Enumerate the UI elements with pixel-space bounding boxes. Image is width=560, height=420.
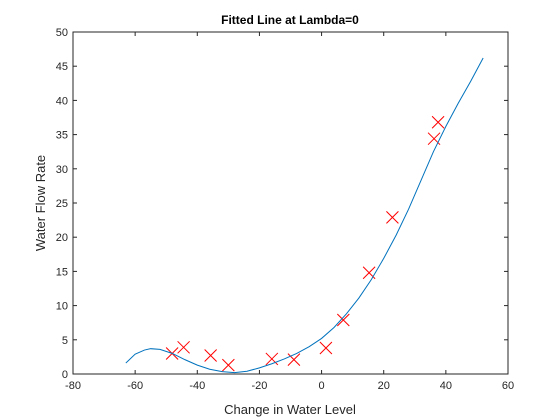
data-point-marker [222, 358, 235, 372]
x-tick-label: -80 [65, 380, 81, 392]
data-point-marker [336, 313, 350, 327]
x-tick-label: 0 [319, 380, 325, 392]
chart-title: Fitted Line at Lambda=0 [221, 13, 359, 27]
plot-area: -80 -60 -40 -20 0 20 40 60 0 5 10 15 20 25 30 35 40 45 50 [56, 27, 514, 392]
y-tick-label: 0 [62, 369, 68, 381]
data-point-marker [319, 341, 333, 355]
data-point-marker [431, 115, 445, 129]
x-axis-label: Change in Water Level [224, 402, 356, 417]
y-tick-label: 35 [56, 130, 68, 142]
y-tick-label: 40 [56, 95, 68, 107]
x-tick-label: 60 [502, 380, 514, 392]
data-point-marker [204, 349, 217, 362]
y-axis-label: Water Flow Rate [33, 155, 48, 251]
y-tick-label: 25 [56, 198, 68, 210]
data-point-marker [177, 340, 190, 354]
y-tick-label: 15 [56, 266, 68, 278]
y-tick-label: 20 [56, 232, 68, 244]
y-tick-label: 10 [56, 301, 68, 313]
x-tick-label: -20 [251, 380, 267, 392]
y-tick-label: 30 [56, 164, 68, 176]
data-point-marker [287, 353, 301, 366]
y-tick-label: 50 [56, 27, 68, 39]
x-tick-label: 40 [440, 380, 452, 392]
x-tick-label: -60 [127, 380, 143, 392]
y-tick-label: 45 [56, 61, 68, 73]
data-point-marker [265, 352, 279, 366]
y-tick-label: 5 [62, 335, 68, 347]
fitted-line [125, 57, 484, 374]
data-point-marker [386, 211, 399, 224]
x-tick-label: 20 [378, 380, 390, 392]
x-tick-label: -40 [189, 380, 205, 392]
